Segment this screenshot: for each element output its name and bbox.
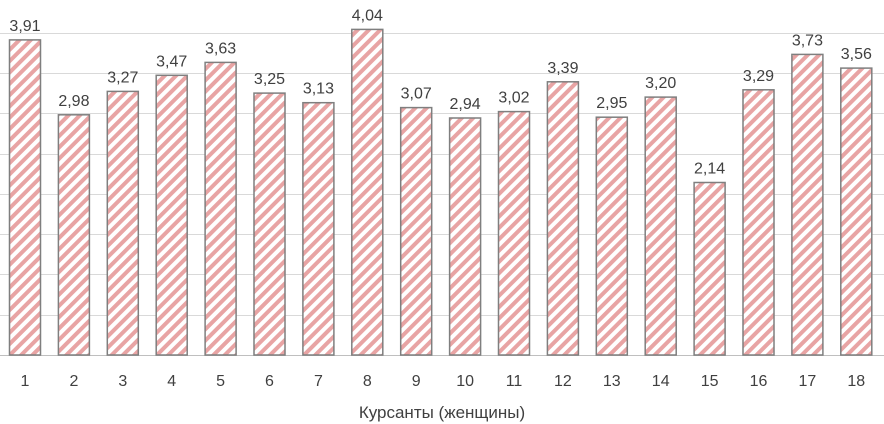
bar-11 — [497, 110, 531, 356]
bar-16 — [742, 89, 775, 356]
x-tick-2: 2 — [69, 373, 78, 390]
bar-3 — [106, 90, 140, 356]
x-tick-6: 6 — [265, 373, 274, 390]
data-label-8: 4,04 — [352, 7, 383, 24]
bar-17 — [791, 53, 824, 356]
x-tick-4: 4 — [167, 373, 176, 390]
data-label-12: 3,39 — [547, 60, 578, 77]
x-tick-12: 12 — [554, 373, 572, 390]
x-tick-17: 17 — [799, 373, 817, 390]
x-tick-14: 14 — [652, 373, 670, 390]
bar-8 — [351, 28, 384, 356]
x-tick-13: 13 — [603, 373, 621, 390]
data-label-1: 3,91 — [9, 18, 40, 35]
x-tick-10: 10 — [456, 373, 474, 390]
x-tick-9: 9 — [412, 373, 421, 390]
data-label-4: 3,47 — [156, 53, 187, 70]
gridlines — [0, 33, 884, 356]
data-label-2: 2,98 — [58, 93, 89, 110]
bar-7 — [302, 101, 335, 356]
bar-6 — [253, 92, 286, 356]
data-label-5: 3,63 — [205, 40, 236, 57]
bar-14 — [644, 96, 677, 356]
bar-5 — [204, 61, 237, 356]
bar-15 — [693, 181, 726, 356]
bar-2 — [57, 114, 91, 356]
bar-13 — [595, 116, 629, 356]
bar-1 — [8, 39, 42, 356]
data-label-16: 3,29 — [743, 68, 774, 85]
bar-18 — [840, 67, 873, 356]
x-tick-18: 18 — [847, 373, 865, 390]
data-label-3: 3,27 — [107, 69, 138, 86]
x-tick-8: 8 — [363, 373, 372, 390]
data-label-14: 3,20 — [645, 75, 676, 92]
data-label-13: 2,95 — [596, 95, 627, 112]
data-label-9: 3,07 — [401, 86, 432, 103]
data-label-11: 3,02 — [498, 90, 529, 107]
x-tick-5: 5 — [216, 373, 225, 390]
bar-10 — [448, 117, 482, 356]
x-tick-16: 16 — [750, 373, 768, 390]
bar-9 — [399, 106, 433, 356]
x-tick-3: 3 — [118, 373, 127, 390]
data-label-15: 2,14 — [694, 161, 725, 178]
data-labels: 3,91 2,98 3,27 3,47 3,63 3,25 3,13 4,04 3,07 2,94… — [9, 7, 872, 177]
data-label-7: 3,13 — [303, 81, 334, 98]
x-tick-15: 15 — [701, 373, 719, 390]
data-label-10: 2,94 — [450, 96, 481, 113]
data-label-18: 3,56 — [841, 46, 872, 63]
bars — [8, 28, 873, 356]
x-tick-11: 11 — [506, 373, 523, 390]
x-tick-1: 1 — [21, 373, 30, 390]
x-tick-labels: 1 2 3 4 5 6 7 8 9 10 11 12 13 14 15 16 17 18 — [21, 373, 866, 390]
bar-4 — [155, 74, 188, 356]
data-label-17: 3,73 — [792, 32, 823, 49]
data-label-6: 3,25 — [254, 71, 285, 88]
x-tick-7: 7 — [314, 373, 323, 390]
bar-12 — [546, 81, 580, 356]
x-axis-title: Курсанты (женщины) — [359, 403, 525, 422]
